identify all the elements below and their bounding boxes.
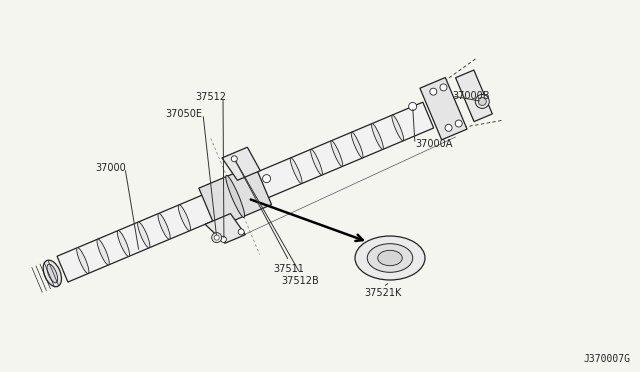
Circle shape (214, 235, 219, 240)
Text: 37000B: 37000B (452, 91, 490, 101)
Text: 37511: 37511 (273, 264, 305, 274)
Ellipse shape (331, 141, 342, 167)
Ellipse shape (392, 115, 404, 141)
Polygon shape (420, 77, 467, 140)
Ellipse shape (47, 264, 58, 283)
Circle shape (231, 156, 237, 162)
Circle shape (409, 102, 417, 110)
Circle shape (220, 236, 227, 242)
Ellipse shape (372, 124, 383, 150)
Circle shape (262, 174, 271, 183)
Circle shape (478, 97, 486, 105)
Circle shape (440, 84, 447, 91)
Ellipse shape (97, 239, 109, 265)
Text: 37512B: 37512B (281, 276, 319, 286)
Ellipse shape (117, 231, 129, 256)
Polygon shape (222, 147, 260, 180)
Polygon shape (456, 70, 492, 122)
Text: 37000A: 37000A (415, 139, 452, 149)
Text: J370007G: J370007G (583, 354, 630, 364)
Ellipse shape (310, 149, 323, 175)
Circle shape (476, 94, 490, 108)
Text: 37521K: 37521K (364, 288, 402, 298)
Ellipse shape (43, 260, 61, 287)
Ellipse shape (355, 236, 425, 280)
Ellipse shape (158, 214, 170, 239)
Polygon shape (205, 214, 245, 243)
Ellipse shape (378, 250, 403, 266)
Circle shape (445, 124, 452, 131)
Ellipse shape (77, 248, 89, 273)
Circle shape (212, 232, 221, 243)
Circle shape (430, 88, 437, 95)
Circle shape (238, 229, 244, 235)
Ellipse shape (138, 222, 150, 248)
Text: 37050E: 37050E (165, 109, 202, 119)
Ellipse shape (226, 175, 244, 218)
Ellipse shape (351, 132, 363, 158)
Text: 37512: 37512 (195, 92, 226, 102)
Ellipse shape (179, 205, 191, 231)
Circle shape (455, 120, 462, 127)
Ellipse shape (367, 244, 413, 272)
Text: 37000: 37000 (95, 163, 125, 173)
Polygon shape (57, 102, 434, 282)
Polygon shape (199, 165, 271, 228)
Ellipse shape (291, 158, 302, 184)
